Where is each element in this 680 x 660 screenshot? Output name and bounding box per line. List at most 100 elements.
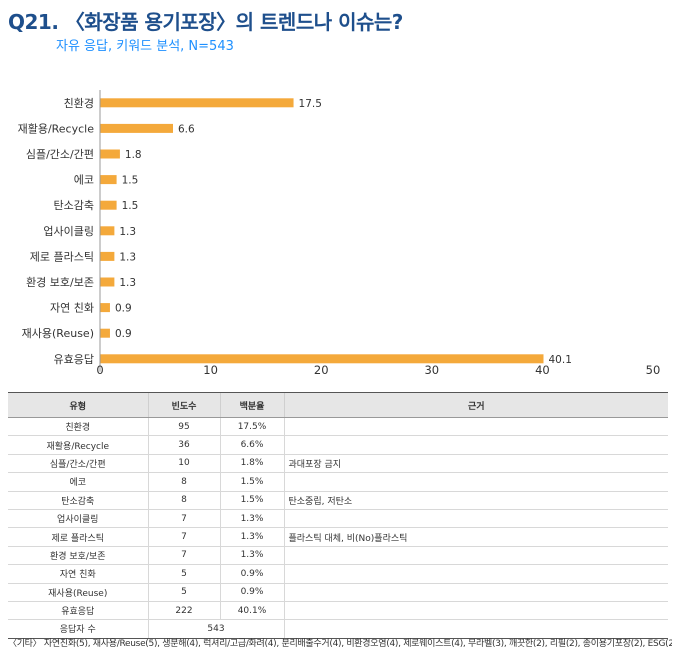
cell-frequency: 5: [147, 564, 220, 584]
bar: [100, 98, 294, 108]
cell-percent: 0.9%: [219, 564, 284, 584]
cell-frequency: 222: [147, 601, 220, 621]
table-row: 업사이클링 7 1.3%: [8, 509, 668, 529]
category-label: 제로 플라스틱: [30, 250, 94, 263]
cell-frequency: 36: [147, 435, 220, 455]
value-label: 0.9: [115, 303, 132, 315]
total-basis-empty: [283, 619, 668, 639]
cell-basis: [283, 546, 668, 566]
cell-frequency: 95: [147, 417, 220, 437]
page-subtitle: 자유 응답, 키워드 분석, N=543: [56, 39, 234, 54]
table-row: 탄소감축 8 1.5% 탄소중립, 저탄소: [8, 491, 668, 510]
bar: [100, 251, 115, 261]
cell-type: 재사용(Reuse): [8, 583, 148, 602]
frequency-table-wrapper: 유형 빈도수 백분율 근거 친환경 95 17.5% 재활용/Recycle 36 6.6…: [8, 392, 668, 639]
cell-frequency: 10: [147, 454, 220, 474]
bar: [100, 200, 117, 210]
cell-percent: 1.8%: [219, 454, 284, 474]
x-tick-label: 10: [203, 363, 218, 377]
category-label: 에코: [74, 174, 94, 187]
cell-type: 유효응답: [8, 601, 148, 621]
footnote: 〈기타〉 자연친화(5), 재사용/Reuse(5), 생분해(4), 럭셔리/…: [8, 639, 672, 649]
value-label: 6.6: [178, 123, 195, 135]
x-tick-label: 20: [314, 363, 329, 377]
category-label: 자연 친화: [50, 302, 94, 315]
table-row: 자연 친화 5 0.9%: [8, 564, 668, 584]
table-row: 환경 보호/보존 7 1.3%: [8, 546, 668, 566]
bar: [100, 303, 110, 313]
total-label: 응답자 수: [8, 619, 148, 639]
value-label: 40.1: [549, 354, 572, 366]
table-row: 심플/간소/간편 10 1.8% 과대포장 금지: [8, 454, 668, 474]
cell-basis: [283, 435, 668, 455]
x-tick-label: 50: [646, 363, 661, 377]
bar: [100, 175, 117, 185]
category-label: 심플/간소/간편: [26, 148, 94, 161]
cell-type: 업사이클링: [8, 509, 148, 529]
header-type: 유형: [8, 392, 148, 418]
table-row: 재활용/Recycle 36 6.6%: [8, 435, 668, 455]
value-label: 1.3: [119, 251, 136, 263]
cell-type: 자연 친화: [8, 564, 148, 584]
cell-percent: 1.3%: [219, 509, 284, 529]
table-total-row: 응답자 수 543: [8, 619, 668, 639]
cell-type: 환경 보호/보존: [8, 546, 148, 566]
bar: [100, 226, 115, 236]
cell-percent: 0.9%: [219, 583, 284, 602]
cell-type: 제로 플라스틱: [8, 527, 148, 547]
category-label: 환경 보호/보존: [26, 276, 94, 289]
value-label: 1.3: [119, 226, 136, 238]
cell-type: 친환경: [8, 417, 148, 437]
table-row: 재사용(Reuse) 5 0.9%: [8, 583, 668, 602]
value-label: 0.9: [115, 328, 132, 340]
bar: [100, 354, 544, 364]
header-frequency: 빈도수: [147, 392, 220, 418]
cell-percent: 1.5%: [219, 472, 284, 492]
bar-chart: 친환경 17.5 재활용/Recycle 6.6 심플/간소/간편 1.8 에코 1.5 탄소감…: [18, 90, 661, 377]
category-label: 재사용(Reuse): [22, 327, 94, 340]
value-label: 1.8: [125, 149, 142, 161]
cell-type: 심플/간소/간편: [8, 454, 148, 474]
total-value: 543: [147, 619, 284, 639]
cell-basis: [283, 417, 668, 437]
header-basis: 근거: [283, 392, 668, 418]
cell-frequency: 7: [147, 527, 220, 547]
category-label: 재활용/Recycle: [18, 121, 95, 135]
value-label: 17.5: [299, 98, 322, 110]
x-tick-label: 30: [424, 363, 439, 377]
category-label: 유효응답: [54, 353, 94, 366]
table-row: 에코 8 1.5%: [8, 472, 668, 492]
cell-basis: 플라스틱 대체, 비(No)플라스틱: [283, 527, 668, 547]
category-label: 탄소감축: [54, 199, 94, 212]
cell-basis: [283, 472, 668, 492]
cell-frequency: 8: [147, 472, 220, 492]
cell-percent: 40.1%: [219, 601, 284, 621]
cell-frequency: 5: [147, 583, 220, 602]
bar: [100, 277, 115, 287]
page-title: Q21. 〈화장품 용기포장〉의 트렌드나 이슈는?: [8, 10, 403, 34]
bar: [100, 149, 120, 159]
cell-percent: 1.3%: [219, 527, 284, 547]
cell-percent: 17.5%: [219, 417, 284, 437]
x-tick-label: 40: [535, 363, 550, 377]
table-row: 유효응답 222 40.1%: [8, 601, 668, 621]
cell-type: 에코: [8, 472, 148, 492]
bar: [100, 328, 110, 338]
value-label: 1.5: [122, 175, 139, 187]
cell-basis: 과대포장 금지: [283, 454, 668, 474]
table-row: 친환경 95 17.5%: [8, 417, 668, 437]
bar: [100, 123, 173, 133]
table-row: 제로 플라스틱 7 1.3% 플라스틱 대체, 비(No)플라스틱: [8, 527, 668, 547]
cell-percent: 1.5%: [219, 491, 284, 510]
cell-percent: 1.3%: [219, 546, 284, 566]
x-tick-label: 0: [96, 363, 103, 377]
value-label: 1.3: [119, 277, 136, 289]
table-header-row: 유형 빈도수 백분율 근거: [8, 392, 668, 418]
cell-type: 탄소감축: [8, 491, 148, 510]
cell-basis: [283, 601, 668, 621]
cell-basis: 탄소중립, 저탄소: [283, 491, 668, 510]
category-label: 친환경: [64, 97, 94, 110]
header-percent: 백분율: [219, 392, 284, 418]
cell-percent: 6.6%: [219, 435, 284, 455]
value-label: 1.5: [122, 200, 139, 212]
